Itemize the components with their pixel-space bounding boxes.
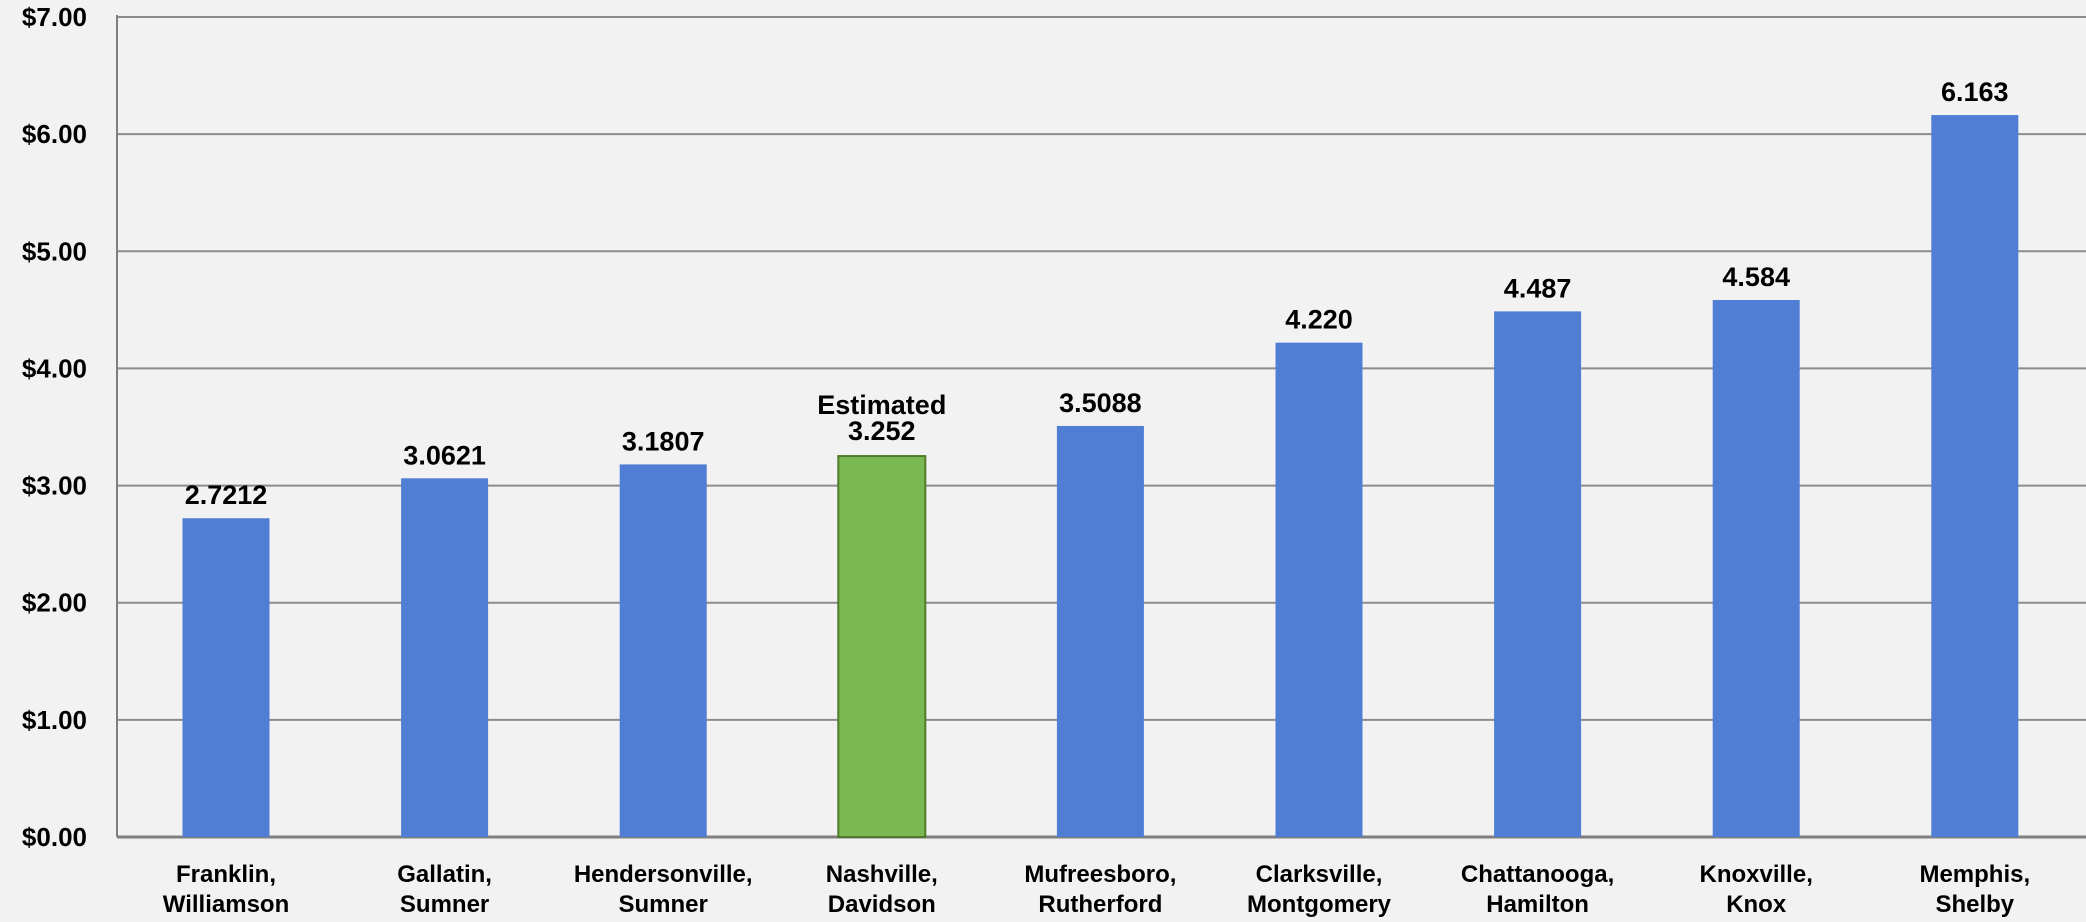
data-label: 4.487 [1504, 273, 1572, 303]
data-label: 3.0621 [403, 440, 486, 470]
x-tick-label: Rutherford [1038, 891, 1162, 917]
y-tick-label: $3.00 [22, 471, 87, 501]
data-label: 3.252 [848, 416, 916, 446]
x-tick-label: Hamilton [1486, 891, 1589, 917]
bar-highlighted [837, 455, 927, 838]
y-tick-label: $7.00 [22, 2, 87, 32]
x-tick-label: Gallatin, [397, 861, 492, 888]
bar [1494, 311, 1582, 837]
bar [1275, 342, 1363, 837]
data-note-label: Estimated [817, 390, 946, 420]
y-tick-label: $2.00 [22, 588, 87, 618]
data-label: 2.7212 [185, 480, 268, 510]
y-tick-label: $6.00 [22, 119, 87, 149]
x-tick-label: Knox [1726, 891, 1787, 917]
data-label: 3.5088 [1059, 388, 1142, 418]
x-tick-label: Davidson [828, 891, 936, 917]
x-tick-label: Franklin, [176, 861, 276, 888]
bar [619, 464, 707, 837]
y-tick-label: $1.00 [22, 705, 87, 735]
data-label: 4.584 [1722, 262, 1790, 292]
x-tick-label: Williamson [163, 891, 289, 917]
x-tick-label: Sumner [400, 891, 489, 917]
bar [1931, 115, 2019, 837]
bar [182, 518, 270, 837]
x-tick-label: Hendersonville, [574, 861, 753, 888]
data-label: 4.220 [1285, 305, 1353, 335]
x-tick-label: Montgomery [1247, 891, 1392, 917]
bar [1056, 425, 1144, 837]
x-tick-label: Knoxville, [1700, 861, 1813, 888]
y-tick-label: $0.00 [22, 822, 87, 852]
y-tick-label: $4.00 [22, 353, 87, 383]
x-tick-label: Sumner [619, 891, 708, 917]
x-tick-label: Mufreesboro, [1024, 861, 1176, 888]
y-tick-label: $5.00 [22, 236, 87, 266]
x-tick-label: Memphis, [1919, 861, 2030, 888]
data-label: 3.1807 [622, 426, 705, 456]
data-label: 6.163 [1941, 77, 2009, 107]
bar [1712, 300, 1800, 837]
x-tick-label: Shelby [1935, 891, 2014, 917]
x-tick-label: Chattanooga, [1461, 861, 1614, 888]
bar [401, 478, 489, 837]
x-tick-label: Nashville, [826, 861, 938, 888]
x-tick-label: Clarksville, [1256, 861, 1383, 888]
